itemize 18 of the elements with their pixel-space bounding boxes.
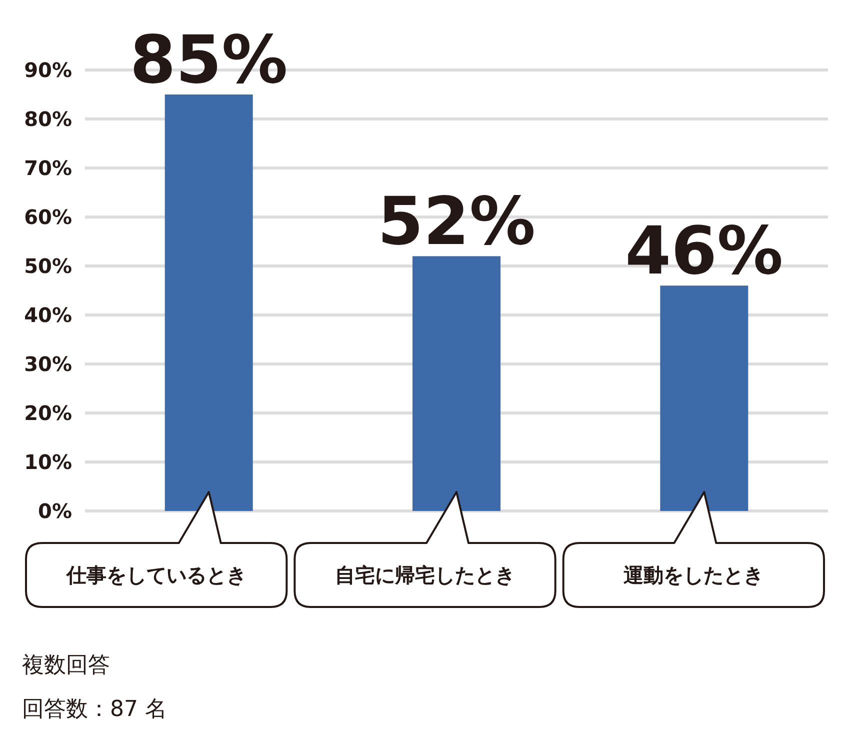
y-tick-label: 80%: [24, 107, 72, 131]
x-tick-label: 運動をしたとき: [622, 563, 764, 587]
y-tick-label: 0%: [38, 499, 72, 523]
y-tick-label: 30%: [24, 352, 72, 376]
y-tick-label: 40%: [24, 303, 72, 327]
y-tick-label: 10%: [24, 450, 72, 474]
data-label: 85%: [130, 22, 288, 98]
y-tick-label: 20%: [24, 401, 72, 425]
data-label: 52%: [378, 183, 536, 260]
y-tick-label: 50%: [24, 254, 72, 278]
x-tick-label: 仕事をしているとき: [65, 563, 246, 587]
text: 複数回答: [22, 653, 110, 678]
y-tick-label: 90%: [24, 58, 72, 82]
text: 回答数：87 名: [22, 697, 167, 722]
y-tick-label: 70%: [24, 156, 72, 180]
data-label: 46%: [625, 212, 784, 290]
y-tick-label: 60%: [24, 205, 72, 229]
x-tick-label: 自宅に帰宅したとき: [335, 563, 515, 587]
